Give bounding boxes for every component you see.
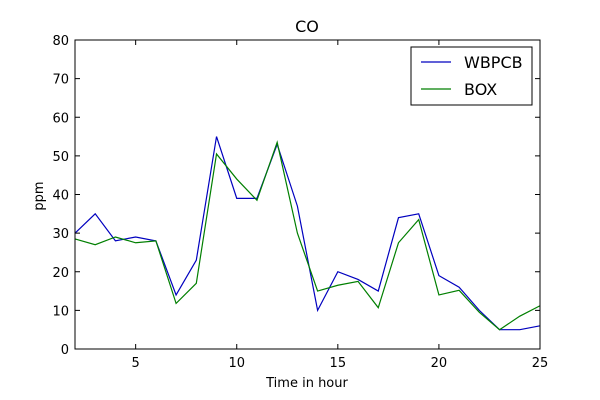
legend-label-wbpcb: WBPCB: [464, 53, 523, 72]
y-tick-label: 20: [52, 266, 69, 281]
y-tick-label: 70: [52, 73, 69, 88]
y-axis-label: ppm: [32, 181, 47, 210]
y-tick-label: 80: [52, 34, 69, 49]
x-tick-label: 15: [330, 356, 347, 371]
x-tick-label: 10: [228, 356, 245, 371]
x-axis-label: Time in hour: [265, 376, 348, 391]
y-tick-label: 10: [52, 304, 69, 319]
y-tick-label: 0: [61, 343, 69, 358]
y-tick-label: 30: [52, 227, 69, 242]
y-tick-label: 40: [52, 189, 69, 204]
legend-box: [410, 46, 533, 106]
x-tick-label: 25: [532, 356, 549, 371]
chart-title: CO: [295, 17, 319, 36]
axes-layer: 5 10 15 20 25 0 10 20 30 40 50 60 70 80: [52, 34, 548, 371]
legend-label-box: BOX: [464, 80, 497, 99]
legend: WBPCB BOX: [410, 46, 533, 106]
series-line-wbpcb: [74, 136, 541, 331]
y-tick-label: 60: [52, 111, 69, 126]
y-tick-label: 50: [52, 150, 69, 165]
x-tick-label: 20: [431, 356, 448, 371]
series-layer: [74, 136, 541, 331]
series-line-box: [74, 140, 541, 331]
x-tick-label: 5: [132, 356, 140, 371]
